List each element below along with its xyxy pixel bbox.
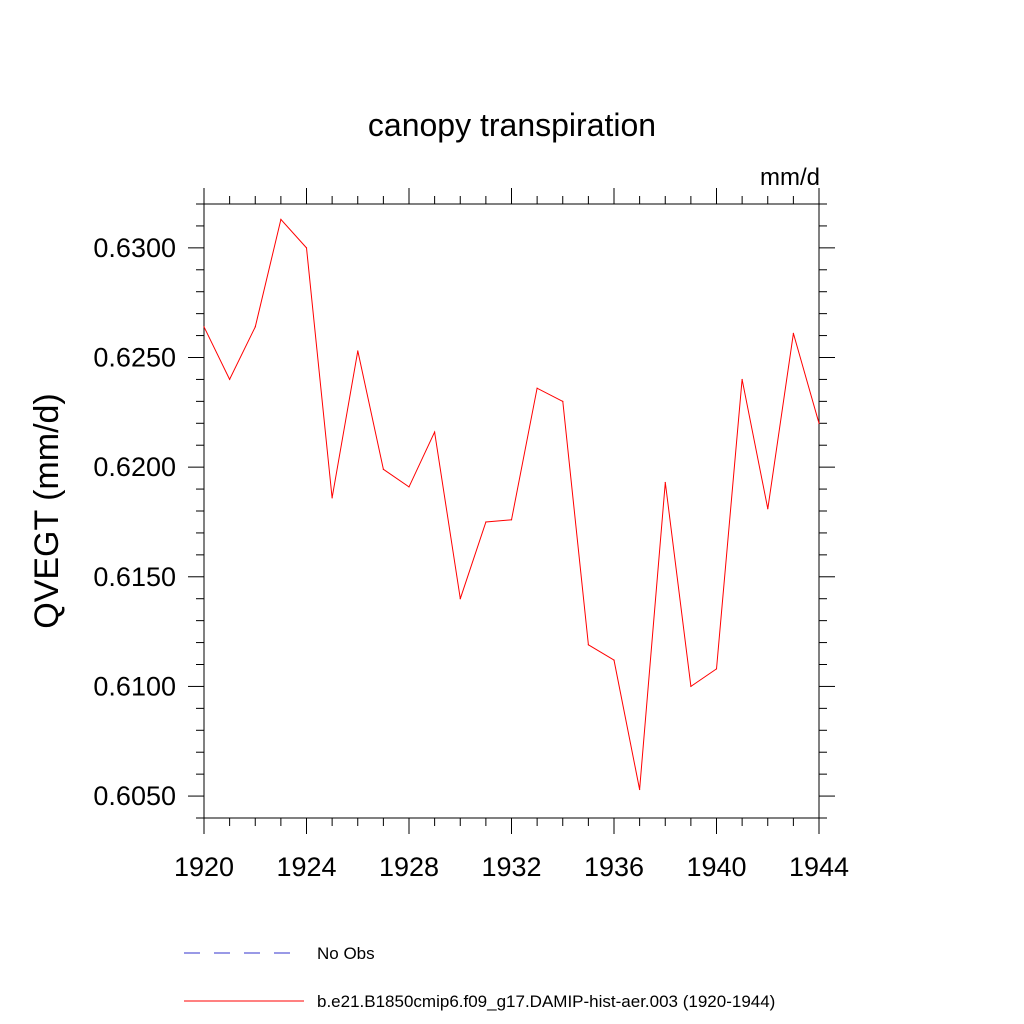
data-point [690, 685, 692, 688]
y-tick-label: 0.6300 [93, 233, 176, 263]
x-tick-label: 1924 [276, 852, 336, 882]
y-tick-label: 0.6200 [93, 452, 176, 482]
data-point [434, 431, 436, 433]
data-point [587, 644, 589, 646]
data-point [408, 486, 410, 488]
y-tick-label: 0.6250 [93, 343, 176, 373]
data-point [485, 521, 487, 523]
data-point [818, 422, 820, 424]
legend-label-1: b.e21.B1850cmip6.f09_g17.DAMIP-hist-aer.… [317, 992, 775, 1011]
data-point [510, 519, 513, 521]
legend-label-0: No Obs [317, 944, 375, 963]
data-point [536, 387, 538, 389]
chart-title: canopy transpiration [368, 107, 656, 143]
x-tick-label: 1920 [174, 852, 234, 882]
data-point [305, 247, 308, 249]
data-point [382, 468, 384, 470]
x-tick-label: 1932 [481, 852, 541, 882]
data-point [613, 659, 615, 661]
data-point [229, 378, 231, 381]
x-tick-label: 1928 [379, 852, 439, 882]
data-point [767, 508, 769, 510]
data-point [357, 350, 359, 352]
x-tick-label: 1936 [584, 852, 644, 882]
data-point [562, 400, 564, 402]
x-tick-label: 1940 [686, 852, 746, 882]
y-tick-label: 0.6150 [93, 562, 176, 592]
data-point [459, 598, 461, 600]
y-axis-label: QVEGT (mm/d) [28, 393, 66, 629]
y-tick-label: 0.6050 [93, 781, 176, 811]
series-line-0 [203, 218, 820, 790]
units-label: mm/d [760, 164, 820, 191]
x-tick-label: 1944 [789, 852, 849, 882]
data-point [280, 218, 282, 220]
legend: No Obs b.e21.B1850cmip6.f09_g17.DAMIP-his… [184, 944, 775, 1011]
data-point [792, 332, 794, 334]
plot-area: 1920 1924 1928 1932 1936 1940 1944 0.6050 0.6100… [93, 188, 849, 882]
data-point [741, 378, 743, 381]
data-point [331, 497, 333, 499]
plot-frame [203, 203, 820, 819]
data-point [715, 668, 718, 670]
y-tick-label: 0.6100 [93, 671, 176, 701]
data-point [664, 481, 666, 484]
data-point [254, 326, 256, 328]
data-point [203, 326, 205, 328]
data-point [639, 788, 641, 791]
